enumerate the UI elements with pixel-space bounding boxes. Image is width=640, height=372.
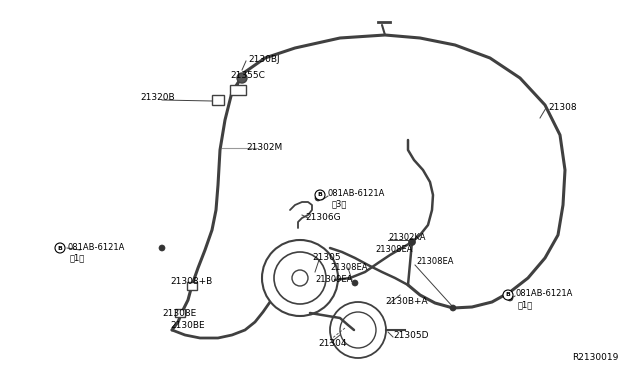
Circle shape	[315, 195, 321, 201]
Text: 081AB-6121A: 081AB-6121A	[67, 243, 124, 251]
FancyBboxPatch shape	[230, 85, 246, 95]
Circle shape	[450, 305, 456, 311]
Circle shape	[159, 245, 165, 251]
Text: 081AB-6121A: 081AB-6121A	[328, 189, 385, 199]
Text: 081AB-6121A: 081AB-6121A	[515, 289, 572, 298]
Text: 21308+B: 21308+B	[170, 278, 212, 286]
Text: 21305D: 21305D	[393, 331, 429, 340]
Circle shape	[237, 73, 247, 83]
Text: 21305: 21305	[312, 253, 340, 262]
Text: 21306G: 21306G	[305, 214, 340, 222]
Text: 21308EA: 21308EA	[416, 257, 454, 266]
Text: 21308EA: 21308EA	[330, 263, 367, 273]
Text: 21302M: 21302M	[246, 144, 282, 153]
Text: B: B	[317, 192, 323, 198]
Text: 2130BE: 2130BE	[170, 321, 205, 330]
Text: 21304: 21304	[318, 339, 346, 347]
FancyBboxPatch shape	[187, 282, 197, 290]
Text: （1）: （1）	[518, 301, 533, 310]
Text: 21308E: 21308E	[162, 308, 196, 317]
Circle shape	[55, 243, 65, 253]
Circle shape	[503, 290, 513, 300]
Text: 2130B+A: 2130B+A	[385, 298, 428, 307]
Circle shape	[408, 238, 415, 246]
Text: 2130BJ: 2130BJ	[248, 55, 280, 64]
Text: B: B	[506, 292, 511, 298]
Text: R2130019: R2130019	[572, 353, 618, 362]
Text: （1）: （1）	[70, 253, 85, 263]
Text: 21302KA: 21302KA	[388, 234, 426, 243]
Circle shape	[352, 280, 358, 286]
Text: （3）: （3）	[332, 199, 348, 208]
Text: 21309EA: 21309EA	[315, 276, 353, 285]
FancyBboxPatch shape	[175, 309, 185, 317]
Text: 21355C: 21355C	[230, 71, 265, 80]
FancyBboxPatch shape	[212, 95, 224, 105]
Text: 21308EA: 21308EA	[375, 246, 413, 254]
Circle shape	[507, 295, 513, 301]
Text: 21308: 21308	[548, 103, 577, 112]
Text: B: B	[58, 246, 63, 250]
Circle shape	[315, 190, 325, 200]
Text: 21320B: 21320B	[140, 93, 175, 103]
